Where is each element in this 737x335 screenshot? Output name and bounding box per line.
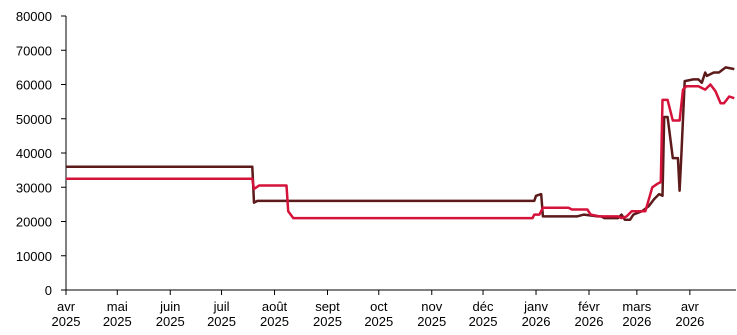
- x-tick-label: avr 2026: [675, 299, 704, 329]
- x-axis: avr 2025 mai 2025 juin 2025 juil 2025 août 2025 se…: [52, 289, 736, 329]
- y-tick-label: 50000: [16, 112, 52, 127]
- series-line-1: [66, 66, 735, 222]
- x-tick-label: août 2025: [260, 299, 289, 329]
- y-tick-label: 80000: [16, 9, 52, 24]
- y-tick-label: 10000: [16, 249, 52, 264]
- x-tick-label: juil 2025: [207, 299, 236, 329]
- x-tick-label: sept 2025: [313, 299, 342, 329]
- x-tick-label: oct 2025: [364, 299, 393, 329]
- x-tick-label: mars 2026: [622, 299, 651, 329]
- series-line-2: [66, 83, 735, 220]
- x-tick-label: juin 2025: [156, 299, 185, 329]
- y-axis: 0 10000 20000 30000 40000 50000 60000 70000 8000…: [16, 9, 67, 298]
- y-tick-label: 30000: [16, 180, 52, 195]
- y-tick-label: 70000: [16, 43, 52, 58]
- y-tick-label: 0: [45, 283, 52, 298]
- x-tick-label: mai 2025: [103, 299, 132, 329]
- y-tick-label: 40000: [16, 146, 52, 161]
- x-tick-label: févr 2026: [575, 299, 604, 329]
- y-tick-label: 20000: [16, 215, 52, 230]
- x-tick-label: avr 2025: [52, 299, 81, 329]
- x-tick-label: nov 2025: [417, 299, 446, 329]
- series-lines: [66, 66, 735, 222]
- x-tick-label: janv 2026: [522, 299, 551, 329]
- x-tick-label: déc 2025: [469, 299, 498, 329]
- y-tick-label: 60000: [16, 78, 52, 93]
